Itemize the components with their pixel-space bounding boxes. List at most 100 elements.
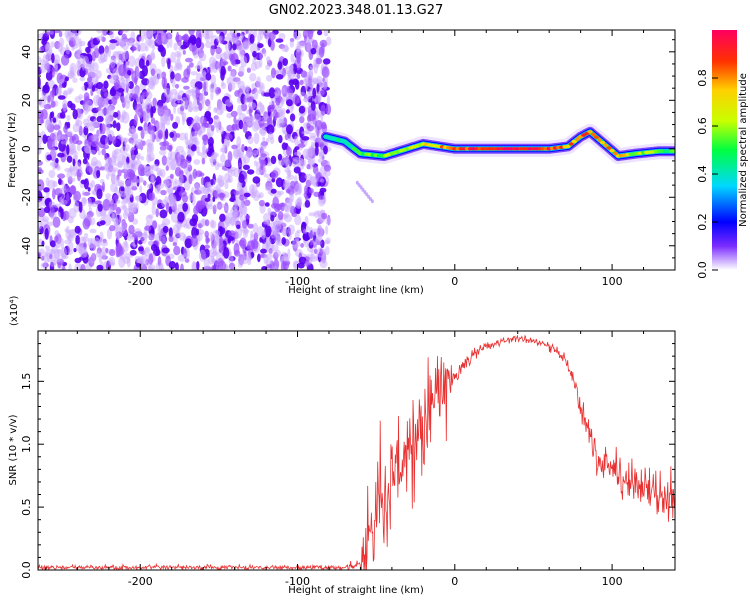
spectrogram-noise-cell [125, 179, 133, 191]
spectrogram-noise-cell [150, 68, 156, 76]
spectrogram-noise-cell [116, 122, 121, 132]
spectrogram-noise-cell [56, 165, 61, 171]
spectrogram-noise-cell [230, 169, 236, 177]
spectrogram-noise-cell [44, 227, 49, 240]
spectrogram-noise-cell [321, 212, 328, 220]
spectrogram-noise-cell [58, 196, 63, 205]
spectrogram-noise-cell [229, 167, 237, 172]
spectrogram-noise-cell [273, 90, 281, 96]
spectrogram-noise-cell [208, 142, 214, 154]
spectrogram-noise-cell [145, 45, 149, 52]
spectrogram-noise-cell [204, 111, 212, 118]
spectrogram-noise-cell [187, 160, 191, 168]
spectrogram-noise-cell [109, 87, 117, 97]
spectrogram-noise-cell [80, 179, 87, 185]
spectrogram-noise-cell [42, 216, 50, 223]
spectrogram-noise-cell [44, 245, 50, 250]
spectrogram-noise-cell [121, 110, 127, 120]
spectrogram-noise-cell [109, 249, 116, 257]
spectrogram-noise-cell [155, 208, 159, 218]
spectrogram-noise-cell [178, 232, 186, 241]
spectrogram-noise-cell [123, 138, 128, 146]
spectrogram-noise-cell [280, 99, 285, 105]
spectrogram-ridge-cell [596, 138, 603, 142]
spectrogram-noise-cell [308, 66, 314, 78]
spectrogram-noise-cell [147, 267, 155, 270]
spectrogram-noise-cell [145, 38, 153, 46]
spectrogram-noise-cell [205, 30, 214, 39]
spectrogram-noise-cell [313, 62, 318, 75]
spectrogram-noise-cell [49, 253, 53, 259]
spectrogram-noise-cell [186, 118, 192, 127]
spectrogram-noise-cell [115, 206, 122, 215]
spectrogram-noise-cell [129, 249, 137, 256]
spectrogram-noise-cell [195, 88, 200, 96]
spectrogram-noise-cell [252, 176, 261, 184]
spectrogram-noise-cell [291, 212, 298, 217]
spectrogram-noise-cell [104, 91, 109, 98]
spectrogram-noise-cell [287, 68, 295, 81]
spectrogram-noise-cell [308, 227, 314, 239]
spectrogram-noise-cell [112, 111, 119, 118]
spectrogram-noise-cell [247, 223, 254, 229]
spectrogram-noise-cell [219, 103, 223, 114]
spectrogram-noise-cell [209, 63, 214, 74]
spectrogram-noise-cell [178, 174, 184, 186]
spectrogram-noise-cell [148, 152, 155, 162]
spectrogram-noise-cell [223, 247, 230, 259]
spectrogram-noise-cell [140, 254, 145, 266]
spectrogram-noise-cell [135, 111, 142, 116]
spectrogram-noise-cell [286, 99, 293, 107]
spectrogram-noise-cell [307, 79, 315, 88]
spectrogram-noise-cell [224, 172, 230, 183]
spectrogram-noise-cell [231, 123, 238, 131]
spectrogram-ridge-cell [600, 140, 606, 145]
spectrogram-noise-cell [220, 82, 227, 90]
spectrogram-noise-cell [43, 187, 50, 193]
spectrogram-noise-cell [96, 115, 104, 123]
spectrogram-noise-cell [127, 189, 134, 198]
spectrogram-noise-cell [170, 158, 178, 171]
spectrogram-noise-cell [276, 118, 283, 129]
spectrogram-noise-cell [304, 34, 307, 43]
spectrogram-noise-cell [38, 179, 45, 191]
spectrogram-noise-cell [66, 144, 70, 156]
spectrogram-noise-cell [157, 129, 164, 140]
spectrogram-noise-cell [262, 136, 266, 142]
spectrogram-noise-cell [183, 245, 188, 257]
spectrogram-noise-cell [200, 176, 205, 186]
spectrogram-noise-cell [47, 138, 53, 150]
spectrogram-noise-cell [71, 46, 75, 51]
spectrogram-noise-cell [287, 170, 291, 179]
spectrogram-noise-cell [287, 92, 295, 98]
spectrogram-noise-cell [246, 96, 253, 103]
spectrogram-noise-cell [53, 135, 60, 140]
spectrogram-noise-cell [66, 155, 73, 163]
spectrogram-noise-cell [75, 119, 83, 127]
spectrogram-noise-cell [285, 109, 290, 114]
spectrogram-noise-cell [224, 206, 229, 211]
spectrogram-noise-cell [119, 30, 124, 35]
spectrogram-noise-cell [322, 80, 328, 91]
spectrogram-noise-cell [143, 31, 148, 40]
spectrogram-noise-cell [198, 186, 206, 195]
spectrogram-noise-cell [54, 230, 60, 237]
spectrogram-noise-cell [52, 117, 57, 123]
spectrogram-noise-cell [120, 205, 126, 210]
spectrogram-noise-cell [95, 145, 100, 152]
spectrogram-noise-cell [325, 216, 331, 226]
spectrogram-noise-cell [244, 199, 251, 206]
spectrogram-noise-cell [173, 245, 181, 256]
spectrogram-noise-cell [239, 194, 244, 201]
snr-x-tick-label: 0 [451, 575, 458, 588]
spectrogram-noise-cell [195, 37, 202, 49]
spectrogram-noise-cell [125, 82, 131, 87]
spectrogram-noise-cell [104, 122, 111, 131]
spectrogram-noise-cell [135, 178, 144, 183]
spectrogram-noise-cell [57, 173, 66, 179]
spectrogram-noise-cell [105, 136, 109, 148]
snr-y-multiplier: (x10⁴) [9, 295, 20, 326]
spectrogram-noise-cell [257, 32, 262, 43]
spectrogram-noise-cell [204, 181, 211, 192]
